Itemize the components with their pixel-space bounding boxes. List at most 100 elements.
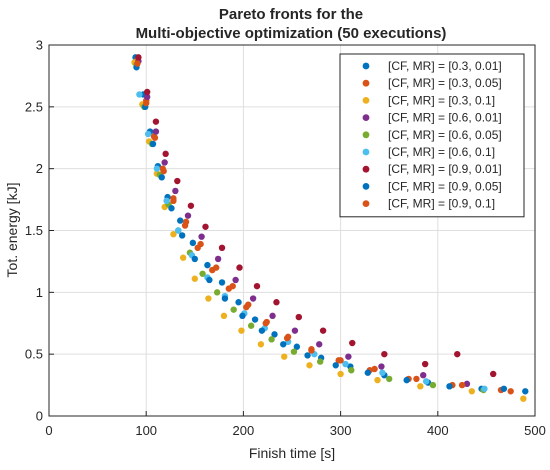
- data-point: [238, 327, 245, 334]
- data-point: [235, 299, 242, 306]
- data-point: [170, 197, 177, 205]
- data-point: [162, 150, 169, 158]
- data-point: [163, 197, 170, 205]
- series-7-points: [135, 54, 497, 378]
- legend-marker: [362, 131, 370, 139]
- x-tick-label: 500: [524, 423, 546, 438]
- legend-box: [339, 53, 525, 218]
- data-point: [151, 134, 159, 141]
- data-point: [220, 312, 228, 320]
- legend-entry-label: [CF, MR] = [0.3, 0.05]: [388, 76, 502, 90]
- data-point: [134, 60, 141, 67]
- legend-marker: [362, 200, 370, 208]
- data-point: [420, 371, 427, 379]
- legend-marker: [362, 79, 370, 87]
- data-point: [136, 91, 143, 98]
- data-point: [135, 54, 142, 61]
- data-point: [239, 312, 246, 320]
- data-point: [225, 285, 233, 292]
- data-point: [337, 370, 344, 378]
- data-point: [306, 362, 313, 369]
- data-point: [337, 357, 344, 364]
- data-point: [178, 232, 186, 239]
- data-point: [168, 205, 175, 212]
- data-point: [271, 331, 278, 338]
- data-point: [218, 279, 226, 286]
- data-point: [174, 177, 181, 185]
- data-point: [202, 223, 209, 230]
- data-point: [184, 212, 192, 219]
- data-point: [490, 370, 497, 378]
- data-point: [161, 159, 168, 166]
- legend-marker: [362, 183, 370, 190]
- data-points: [131, 54, 529, 402]
- data-point: [304, 352, 311, 359]
- legend-entry-label: [CF, MR] = [0.6, 0.1]: [388, 145, 495, 159]
- y-tick-label: 0: [36, 409, 43, 424]
- data-point: [429, 381, 437, 389]
- data-point: [213, 289, 221, 296]
- data-point: [204, 261, 211, 269]
- data-point: [269, 312, 276, 320]
- legend: [CF, MR] = [0.3, 0.01] [CF, MR] = [0.3, 0…: [339, 53, 525, 218]
- data-point: [349, 339, 356, 347]
- data-point: [332, 362, 339, 369]
- data-point: [262, 320, 269, 327]
- data-point: [468, 388, 476, 395]
- data-point: [189, 239, 197, 247]
- chart-title-line-2: Multi-objective optimization (50 executi…: [136, 25, 447, 42]
- y-axis-label: Tot. energy [kJ]: [4, 183, 20, 278]
- data-point: [194, 244, 201, 252]
- data-point: [379, 369, 386, 376]
- data-point: [386, 375, 393, 383]
- x-tick-label: 300: [330, 423, 352, 438]
- x-tick-label: 400: [427, 423, 449, 438]
- data-point: [522, 388, 529, 395]
- legend-marker: [362, 148, 370, 156]
- data-point: [172, 187, 179, 195]
- x-tick-label: 100: [135, 423, 157, 438]
- data-point: [319, 327, 327, 334]
- data-point: [290, 348, 298, 355]
- data-point: [520, 395, 527, 402]
- data-point: [143, 88, 151, 96]
- data-point: [280, 341, 287, 348]
- data-point: [179, 254, 187, 261]
- data-point: [230, 306, 237, 313]
- data-point: [177, 217, 184, 224]
- series-8-points: [133, 64, 508, 392]
- data-point: [417, 383, 424, 390]
- data-point: [205, 295, 212, 302]
- data-point: [454, 350, 461, 358]
- data-point: [170, 231, 177, 238]
- legend-entry-label: [CF, MR] = [0.6, 0.05]: [388, 128, 502, 142]
- data-point: [143, 93, 151, 101]
- chart-title-line-1: Pareto fronts for the: [219, 6, 363, 23]
- legend-entry-label: [CF, MR] = [0.9, 0.01]: [388, 162, 502, 176]
- y-tick-label: 3: [36, 38, 43, 53]
- legend-marker: [362, 62, 370, 70]
- data-point: [403, 376, 410, 384]
- data-point: [342, 360, 349, 368]
- data-point: [198, 233, 205, 240]
- legend-marker: [362, 165, 370, 173]
- y-tick-label: 2: [36, 161, 43, 176]
- data-point: [481, 385, 488, 392]
- x-axis-label: Finish time [s]: [249, 445, 335, 461]
- data-point: [316, 358, 324, 365]
- data-point: [152, 118, 160, 125]
- data-point: [221, 295, 229, 302]
- data-point: [500, 385, 508, 392]
- data-point: [348, 367, 355, 374]
- data-point: [181, 222, 189, 229]
- x-tick-label: 0: [45, 423, 52, 438]
- data-point: [149, 140, 157, 148]
- y-tick-label: 2.5: [25, 99, 43, 114]
- data-point: [281, 353, 288, 360]
- legend-entry-label: [CF, MR] = [0.9, 0.05]: [388, 179, 502, 193]
- data-point: [243, 303, 250, 311]
- data-point: [236, 264, 243, 271]
- data-point: [247, 322, 255, 329]
- data-point: [273, 299, 280, 306]
